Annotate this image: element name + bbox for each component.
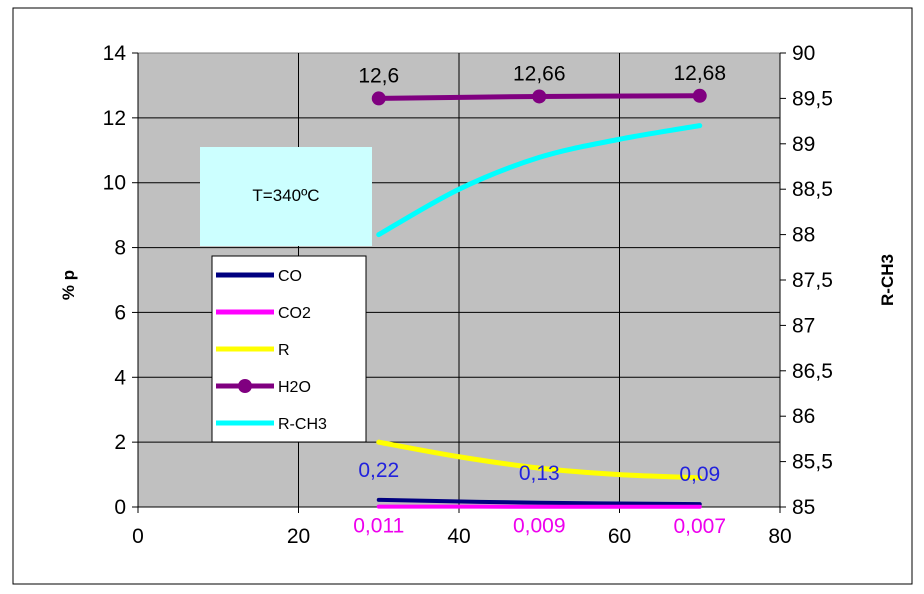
y-tick-label: 0 [114,496,126,519]
x-tick-label: 60 [608,525,631,548]
axes: 0 20 40 60 80 0 2 4 6 8 10 12 14 85 85,5 86 86,5 87 87,5 88… [103,42,833,548]
y-tick-label: 2 [114,431,126,454]
y2-tick-label: 89 [792,133,815,156]
annotation-box: T=340ºC [200,147,372,246]
annotation-text: T=340ºC [252,186,319,205]
y2-tick-label: 85 [792,496,815,519]
x-tick-label: 80 [768,525,791,548]
data-label-co: 0,13 [519,462,560,485]
data-label-h2o: 12,66 [513,62,566,85]
y-tick-label: 6 [114,301,126,324]
legend-item-co2: CO2 [216,305,311,322]
legend-item-rch3: R-CH3 [216,416,327,433]
y2-tick-label: 90 [792,42,815,65]
y-tick-label: 8 [114,237,126,260]
data-label-co: 0,09 [679,463,720,486]
data-label-h2o: 12,68 [673,62,726,85]
x-tick-label: 40 [447,525,470,548]
y2-tick-label: 88 [792,224,815,247]
legend: CO CO2 R H2O R-CH3 [211,255,367,443]
data-label-co: 0,22 [358,459,399,482]
data-point-h2o [371,91,386,106]
y-tick-label: 4 [114,366,126,389]
legend-item-co: CO [216,268,302,285]
y2-tick-label: 88,5 [792,178,833,201]
legend-label-rch3: R-CH3 [278,416,327,433]
y2-axis-title: R-CH3 [878,254,897,306]
y2-tick-label: 89,5 [792,87,833,110]
legend-label-co2: CO2 [278,305,311,322]
legend-item-h2o: H2O [216,379,311,396]
x-tick-label: 20 [287,525,310,548]
x-tick-label: 0 [132,525,144,548]
y2-tick-label: 87 [792,314,815,337]
y-tick-label: 12 [103,107,126,130]
y-tick-label: 10 [103,172,126,195]
legend-label-co: CO [278,268,302,285]
y-axis-title: % p [59,270,78,300]
series-line-co [376,497,702,507]
data-label-co2: 0,011 [353,515,404,538]
data-point-h2o [532,89,547,104]
data-label-h2o: 12,6 [358,64,399,87]
y2-tick-label: 85,5 [792,451,833,474]
legend-label-h2o: H2O [278,379,311,396]
legend-item-r: R [216,342,290,359]
series-line-rch3 [376,123,703,238]
series-layer [371,88,707,509]
data-point-h2o [692,88,707,103]
y-tick-label: 14 [103,42,127,65]
data-label-co2: 0,009 [513,515,566,538]
data-labels: 12,6 12,66 12,68 0,22 0,13 0,09 0,011 0,009 0,00… [353,62,726,538]
y2-tick-label: 86 [792,405,815,428]
legend-label-r: R [278,342,290,359]
series-line-r [376,439,703,481]
data-label-co2: 0,007 [673,515,726,538]
y2-tick-label: 86,5 [792,360,833,383]
legend-marker-h2o [238,379,252,393]
y2-tick-label: 87,5 [792,269,833,292]
